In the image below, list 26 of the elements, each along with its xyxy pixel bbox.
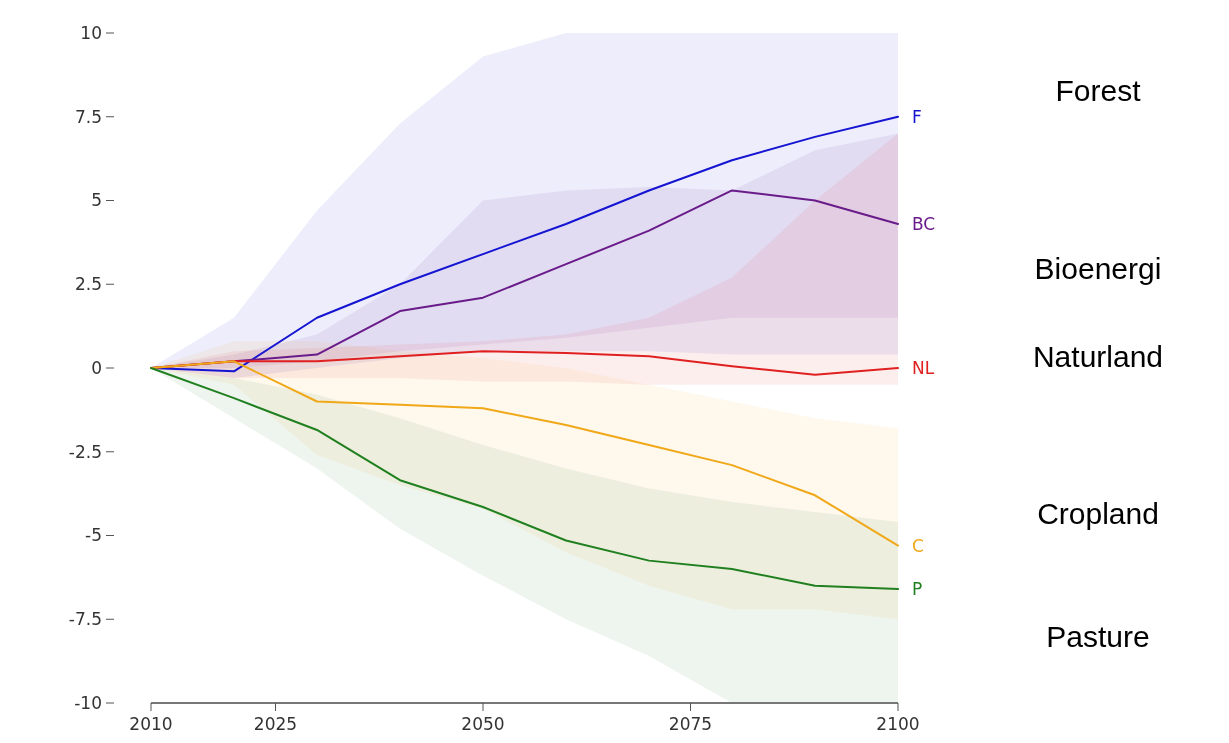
text: Cropland — [1037, 496, 1159, 530]
y-tick-label: 5 — [91, 190, 102, 211]
y-tick-label: -5 — [85, 525, 102, 546]
series-label: P — [912, 579, 923, 600]
text: Pasture — [1046, 619, 1150, 653]
x-tick-label: 2025 — [253, 714, 298, 734]
line-series — [150, 360, 899, 547]
text: Naturland — [1032, 339, 1164, 373]
text: Bioenergi — [1034, 251, 1162, 285]
line-series — [150, 367, 899, 591]
series-label: BC — [912, 213, 936, 234]
y-tick-label: -2.5 — [68, 441, 102, 462]
x-tick-label: 2010 — [129, 714, 173, 734]
x-tick-label: 2100 — [876, 714, 920, 734]
y-tick-label: 7.5 — [74, 106, 102, 127]
series-label: F — [912, 106, 922, 127]
y-tick-label: 0 — [91, 357, 102, 378]
text: Forest — [1055, 73, 1142, 107]
series-label: NL — [912, 357, 935, 378]
series-label: C — [912, 535, 924, 556]
y-tick-label: -10 — [74, 692, 102, 713]
x-tick-label: 2050 — [461, 714, 505, 734]
y-tick-label: 2.5 — [74, 274, 102, 295]
y-tick-label: 10 — [80, 22, 102, 43]
x-tick-label: 2075 — [668, 714, 713, 734]
y-tick-label: -7.5 — [68, 609, 102, 630]
